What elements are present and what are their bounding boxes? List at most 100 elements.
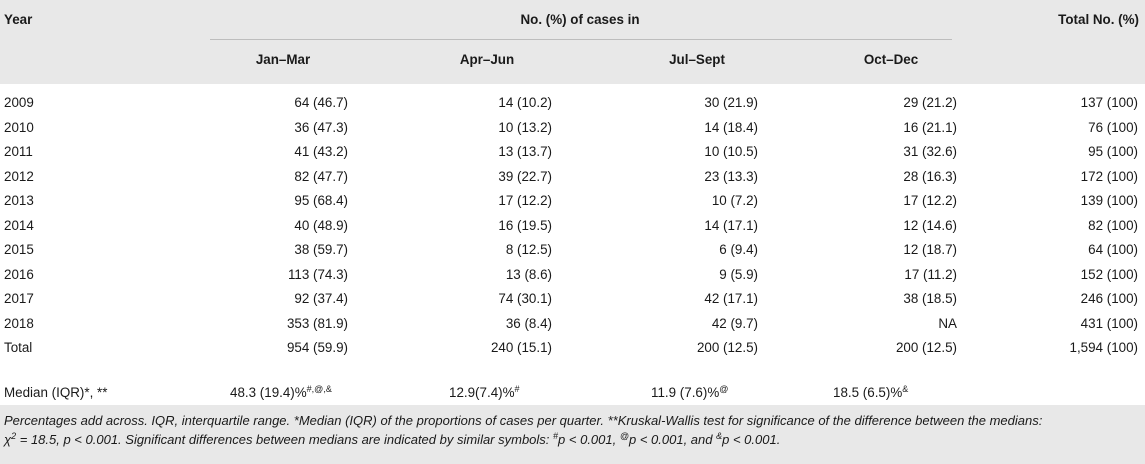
header-q4: Oct–Dec (863, 52, 919, 67)
cell-total: 137 (100) (1080, 95, 1138, 110)
median-q4: 18.5 (6.5)%& (833, 385, 908, 401)
cell-year: 2018 (4, 316, 34, 331)
median-q3: 11.9 (7.6)%@ (651, 385, 728, 401)
cell-q2: 17 (12.2) (498, 193, 552, 208)
cell-q4: 16 (21.1) (903, 120, 957, 135)
cell-q1: 92 (37.4) (294, 291, 348, 306)
cell-total: 64 (100) (1088, 242, 1138, 257)
cell-q1: 36 (47.3) (294, 120, 348, 135)
cell-total: 76 (100) (1088, 120, 1138, 135)
cell-year: 2012 (4, 169, 34, 184)
cell-year: 2014 (4, 218, 34, 233)
cell-q1: 82 (47.7) (294, 169, 348, 184)
median-q2: 12.9(7.4)%# (449, 385, 520, 401)
cell-q4: 38 (18.5) (903, 291, 957, 306)
cell-year: 2017 (4, 291, 34, 306)
cell-q1: 113 (74.3) (287, 267, 348, 282)
cell-q2: 39 (22.7) (498, 169, 552, 184)
cell-q3: 42 (9.7) (711, 316, 758, 331)
cell-q2: 240 (15.1) (490, 340, 552, 355)
cell-q4: 12 (14.6) (903, 218, 957, 233)
cell-total: 172 (100) (1080, 169, 1138, 184)
cell-q4: NA (938, 316, 957, 331)
cell-q3: 30 (21.9) (704, 95, 758, 110)
cell-q3: 14 (17.1) (704, 218, 758, 233)
cell-q1: 38 (59.7) (294, 242, 348, 257)
cell-year: Total (4, 340, 33, 355)
median-q1: 48.3 (19.4)%#,@,& (230, 385, 332, 401)
cell-q4: 17 (12.2) (903, 193, 957, 208)
cell-q1: 95 (68.4) (294, 193, 348, 208)
footnote-text-a: = 18.5, p < 0.001. Significant differenc… (16, 432, 554, 447)
cell-q2: 36 (8.4) (505, 316, 552, 331)
cell-total: 431 (100) (1080, 316, 1138, 331)
median-q4-symbols: & (902, 384, 909, 394)
header-total: Total No. (%) (1058, 12, 1139, 27)
median-q1-symbols: #,@,& (306, 384, 332, 394)
cell-total: 1,594 (100) (1069, 340, 1139, 355)
header-year: Year (4, 12, 33, 27)
cell-q3: 200 (12.5) (696, 340, 758, 355)
header-q1: Jan–Mar (255, 52, 311, 67)
cell-q3: 10 (7.2) (711, 193, 758, 208)
median-label: Median (IQR)*, ** (4, 385, 108, 400)
footnote-chi: χ (4, 432, 12, 447)
median-q3-value: 11.9 (7.6)% (651, 385, 720, 400)
cell-year: 2013 (4, 193, 34, 208)
cell-q1: 41 (43.2) (294, 144, 348, 159)
median-q2-value: 12.9(7.4)% (449, 385, 515, 400)
median-q1-value: 48.3 (19.4)% (230, 385, 307, 400)
cell-q2: 13 (8.6) (505, 267, 552, 282)
cell-q4: 29 (21.2) (903, 95, 957, 110)
footnote-line-2: χ2 = 18.5, p < 0.001. Significant differ… (4, 430, 1141, 449)
header-q3: Jul–Sept (669, 52, 725, 67)
cell-q3: 6 (9.4) (719, 242, 758, 257)
cell-total: 152 (100) (1080, 267, 1138, 282)
cell-q4: 28 (16.3) (903, 169, 957, 184)
cell-q1: 40 (48.9) (294, 218, 348, 233)
footnote-sym-1: # (553, 431, 559, 441)
footnote-text-1: p < 0.001, (558, 432, 620, 447)
cell-q4: 17 (11.2) (904, 267, 957, 282)
header-cases-in: No. (%) of cases in (520, 12, 640, 27)
header-underline (210, 39, 952, 40)
footnote-line-1: Percentages add across. IQR, interquarti… (4, 413, 1043, 428)
cell-q1: 954 (59.9) (286, 340, 348, 355)
cell-total: 95 (100) (1088, 144, 1138, 159)
footnote-sym-2: @ (619, 431, 629, 441)
footnote-text-2: p < 0.001, and (629, 432, 717, 447)
table-footnote: Percentages add across. IQR, interquarti… (4, 411, 1141, 449)
cell-total: 139 (100) (1080, 193, 1138, 208)
cell-q4: 200 (12.5) (895, 340, 957, 355)
cell-q4: 31 (32.6) (903, 144, 957, 159)
median-q2-symbols: # (514, 384, 520, 394)
cell-q3: 9 (5.9) (719, 267, 758, 282)
cell-q2: 10 (13.2) (498, 120, 552, 135)
footnote-band (0, 405, 1145, 464)
cell-q3: 14 (18.4) (704, 120, 758, 135)
cell-q2: 14 (10.2) (498, 95, 552, 110)
footnote-sym-3: & (716, 431, 723, 441)
cell-total: 82 (100) (1088, 218, 1138, 233)
median-q4-value: 18.5 (6.5)% (833, 385, 903, 400)
cell-year: 2009 (4, 95, 34, 110)
cell-q1: 353 (81.9) (286, 316, 348, 331)
cell-q3: 23 (13.3) (704, 169, 758, 184)
cell-year: 2010 (4, 120, 34, 135)
header-q2: Apr–Jun (459, 52, 515, 67)
cell-q2: 13 (13.7) (498, 144, 552, 159)
cell-year: 2015 (4, 242, 34, 257)
cell-year: 2016 (4, 267, 34, 282)
cell-q2: 74 (30.1) (498, 291, 552, 306)
cell-q2: 16 (19.5) (498, 218, 552, 233)
cell-q2: 8 (12.5) (505, 242, 552, 257)
footnote-chi-sup: 2 (11, 431, 17, 441)
cell-q3: 42 (17.1) (704, 291, 758, 306)
cell-year: 2011 (4, 144, 33, 159)
cell-q3: 10 (10.5) (704, 144, 758, 159)
cell-q4: 12 (18.7) (903, 242, 957, 257)
footnote-text-3: p < 0.001. (722, 432, 781, 447)
header-band (0, 0, 1145, 84)
cell-total: 246 (100) (1080, 291, 1138, 306)
